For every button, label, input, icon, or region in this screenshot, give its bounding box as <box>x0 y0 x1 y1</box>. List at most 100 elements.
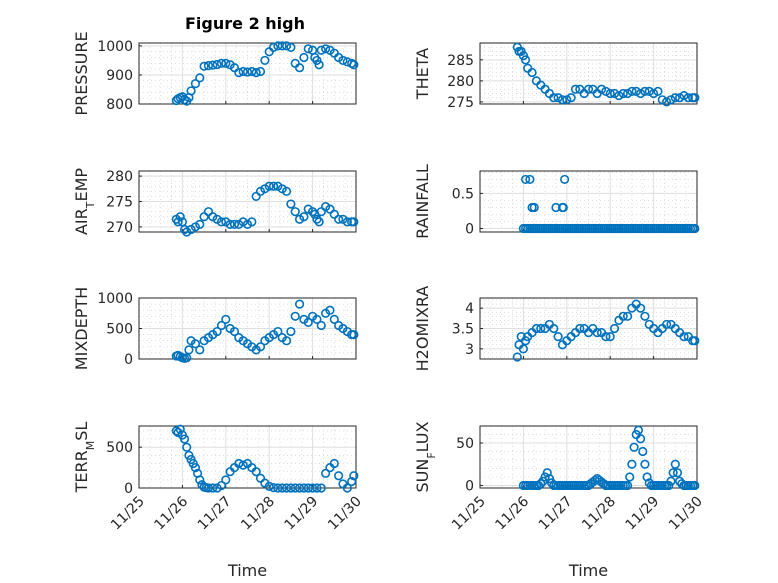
data-point <box>635 303 646 313</box>
y-tick-label: 275 <box>106 195 133 211</box>
data-point <box>631 86 641 96</box>
y-tick-label: 0 <box>124 352 133 368</box>
y-tick-label: 500 <box>106 440 133 456</box>
data-point <box>212 59 222 70</box>
panel-pressure: 800 900 1000 PRESSURE <box>72 31 359 116</box>
data-point <box>221 58 231 68</box>
data-point <box>173 217 183 227</box>
data-point <box>321 44 331 54</box>
y-axis-label: PRESSURE <box>72 31 91 115</box>
data-point <box>622 311 633 321</box>
data-point <box>329 314 339 324</box>
data-point <box>234 68 244 78</box>
data-point <box>605 88 615 99</box>
data-point <box>212 326 222 337</box>
data-point <box>195 73 205 83</box>
data-point <box>221 475 231 485</box>
data-point <box>238 460 248 470</box>
data-point <box>633 425 644 435</box>
data-point <box>216 480 227 491</box>
data-point <box>690 223 700 234</box>
x-tick-label: 11/28 <box>238 494 278 534</box>
data-point <box>520 174 531 185</box>
y-tick-label: 1000 <box>97 39 133 55</box>
data-point <box>679 332 689 342</box>
data-point <box>294 483 305 493</box>
data-point <box>247 217 257 227</box>
data-point <box>325 305 335 315</box>
data-point <box>216 217 227 227</box>
data-point <box>690 336 700 346</box>
y-tick-label: 500 <box>106 322 133 338</box>
x-tick-label: 11/28 <box>579 494 619 534</box>
data-point <box>216 320 227 331</box>
data-point <box>251 467 261 477</box>
x-tick-label: 11/26 <box>492 493 532 533</box>
panel-rainfall: 0 0.5 RAINFALL <box>413 164 700 239</box>
data-point <box>255 66 266 77</box>
panel-air_temp: 270 275 280 AIRTEMP <box>72 168 359 237</box>
data-point <box>208 483 218 493</box>
x-tick-label: 11/30 <box>666 494 706 534</box>
data-point <box>570 84 581 94</box>
data-point <box>349 471 359 481</box>
data-point <box>286 483 296 493</box>
data-point <box>303 483 313 493</box>
data-point <box>268 42 279 52</box>
data-point <box>657 95 667 105</box>
data-point <box>596 84 607 94</box>
panel-sun_flux: 0 50 11/25 11/26 11/27 11/28 11/29 11/30 SUNFLUX… <box>413 421 706 580</box>
data-point <box>273 483 283 493</box>
y-tick-label: 3 <box>465 342 474 358</box>
data-point <box>609 323 620 334</box>
data-point <box>609 88 620 99</box>
data-point <box>605 332 615 342</box>
y-tick-label: 3.5 <box>452 322 474 338</box>
data-point <box>312 214 322 224</box>
data-point <box>627 459 637 469</box>
data-point <box>182 353 192 363</box>
data-point <box>670 93 680 103</box>
data-point <box>203 61 214 71</box>
y-axis-label: AIRTEMP <box>72 168 97 235</box>
data-point <box>679 90 689 101</box>
data-point <box>622 480 633 491</box>
y-tick-label: 280 <box>106 169 133 185</box>
data-point <box>640 459 650 469</box>
data-point <box>553 93 563 103</box>
y-tick-label: 50 <box>456 436 474 452</box>
data-point <box>321 468 331 478</box>
axes-box <box>479 170 698 233</box>
data-point <box>342 217 352 227</box>
data-point <box>334 471 344 481</box>
data-point <box>286 199 296 209</box>
data-point <box>644 86 654 96</box>
data-point <box>190 463 201 473</box>
data-point <box>290 483 300 493</box>
data-point <box>277 483 287 493</box>
data-point <box>312 314 322 324</box>
data-point <box>347 476 357 487</box>
data-point <box>195 345 205 355</box>
data-point <box>518 344 529 354</box>
data-point <box>299 483 309 493</box>
axes-box <box>138 42 357 105</box>
data-point <box>242 67 253 77</box>
data-point <box>601 332 611 342</box>
y-tick-label: 285 <box>447 53 474 69</box>
data-point <box>238 66 248 77</box>
data-point <box>199 61 209 71</box>
data-point <box>618 88 628 99</box>
figure-title: Figure 2 high <box>185 14 305 33</box>
data-point <box>290 311 300 321</box>
data-point <box>314 60 324 70</box>
data-point <box>557 95 568 105</box>
data-point <box>520 55 531 65</box>
data-point <box>303 317 313 328</box>
data-point <box>314 217 324 227</box>
data-point <box>583 84 594 94</box>
y-axis-label: MIXDEPTH <box>72 287 91 370</box>
data-point <box>690 93 700 103</box>
data-point <box>225 219 235 229</box>
data-point <box>294 299 305 309</box>
